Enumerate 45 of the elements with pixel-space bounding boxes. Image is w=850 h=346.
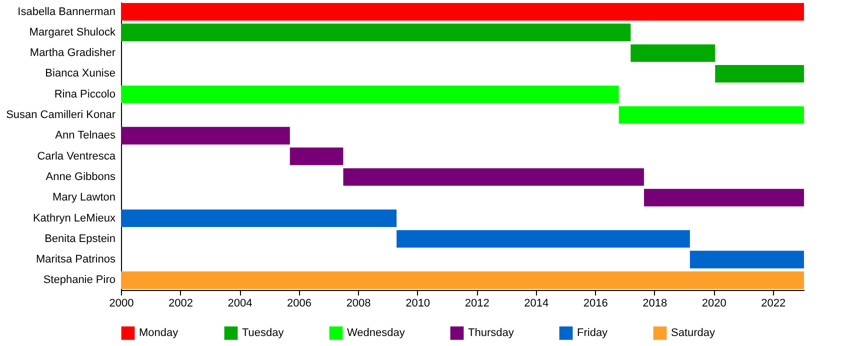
bar (290, 148, 344, 166)
legend-label: Saturday (671, 327, 716, 340)
legend-label: Tuesday (242, 327, 284, 340)
y-tick-label: Rina Piccolo (54, 88, 116, 100)
bar (121, 86, 619, 104)
x-tick-label: 2000 (109, 298, 134, 310)
bar (121, 24, 631, 42)
bar (644, 188, 804, 206)
x-tick-label: 2002 (168, 298, 194, 310)
y-tick-label: Mary Lawton (52, 192, 116, 204)
bar (396, 230, 690, 248)
x-tick-label: 2012 (464, 298, 490, 310)
x-tick-label: 2010 (406, 298, 430, 310)
legend-label: Monday (139, 327, 179, 340)
y-tick-label: Ann Telnaes (55, 130, 116, 142)
bar (630, 44, 716, 62)
y-tick-label: Isabella Bannerman (18, 6, 116, 18)
y-tick-label: Bianca Xunise (45, 68, 116, 80)
bar (343, 168, 644, 186)
bar (690, 250, 804, 268)
x-tick-label: 2014 (524, 298, 549, 310)
bar (121, 209, 397, 228)
x-tick-label: 2004 (228, 298, 252, 310)
legend-label: Wednesday (347, 327, 406, 340)
x-tick-label: 2006 (287, 298, 312, 310)
x-tick-label: 2008 (346, 298, 371, 310)
y-tick-label: Martha Gradisher (30, 47, 116, 60)
x-tick-label: 2018 (642, 298, 668, 310)
x-tick-label: 2016 (583, 298, 608, 310)
y-tick-label: Stephanie Piro (43, 274, 116, 286)
y-tick-label: Maritsa Patrinos (36, 254, 116, 266)
x-tick-label: 2022 (761, 298, 786, 310)
y-tick-label: Margaret Shulock (29, 26, 116, 38)
bar (618, 106, 804, 124)
y-tick-label: Carla Ventresca (37, 150, 116, 162)
legend-label: Thursday (468, 327, 514, 340)
bar (715, 64, 804, 83)
bar (121, 3, 804, 21)
y-tick-label: Susan Camilleri Konar (6, 109, 116, 122)
y-tick-label: Kathryn LeMieux (32, 212, 116, 224)
legend-label: Friday (577, 327, 608, 340)
x-tick-label: 2020 (702, 298, 726, 310)
y-tick-label: Benita Epstein (44, 232, 116, 245)
y-tick-label: Anne Gibbons (46, 170, 116, 183)
bar (121, 126, 290, 144)
